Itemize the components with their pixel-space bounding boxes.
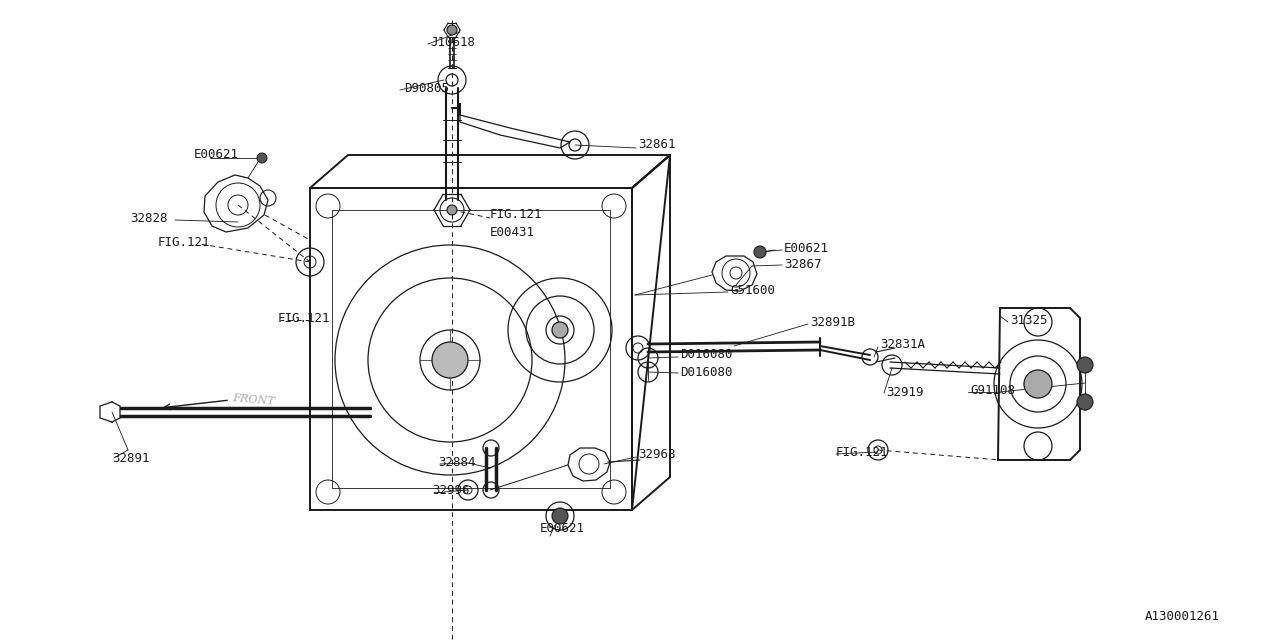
Text: 32831A: 32831A [881, 339, 925, 351]
Text: A130001261: A130001261 [1146, 609, 1220, 623]
Text: 31325: 31325 [1010, 314, 1047, 326]
Text: 32968: 32968 [637, 449, 676, 461]
Polygon shape [204, 175, 268, 232]
Text: E00621: E00621 [195, 148, 239, 161]
Text: D016080: D016080 [680, 349, 732, 362]
Polygon shape [568, 448, 611, 481]
Text: G51600: G51600 [730, 284, 774, 296]
Circle shape [257, 153, 268, 163]
Text: FRONT: FRONT [232, 393, 275, 407]
Circle shape [1076, 357, 1093, 373]
Circle shape [1076, 394, 1093, 410]
Circle shape [754, 246, 765, 258]
Text: FIG.121: FIG.121 [278, 312, 330, 324]
Text: D90805: D90805 [404, 81, 449, 95]
Circle shape [447, 205, 457, 215]
Text: E00621: E00621 [783, 241, 829, 255]
Polygon shape [712, 256, 756, 291]
Text: 32828: 32828 [131, 211, 168, 225]
Text: 32996: 32996 [433, 483, 470, 497]
Polygon shape [100, 402, 120, 422]
Circle shape [433, 342, 468, 378]
Text: 32891: 32891 [113, 451, 150, 465]
Text: FIG.121: FIG.121 [836, 445, 888, 458]
Text: 32861: 32861 [637, 138, 676, 152]
Text: 32884: 32884 [438, 456, 475, 468]
Text: 32919: 32919 [886, 385, 923, 399]
Circle shape [1024, 370, 1052, 398]
Text: E00431: E00431 [490, 225, 535, 239]
Text: FIG.121: FIG.121 [490, 209, 543, 221]
Text: 32867: 32867 [783, 257, 822, 271]
Text: 32891B: 32891B [810, 316, 855, 328]
Circle shape [447, 25, 457, 35]
Polygon shape [460, 103, 570, 148]
Text: FIG.121: FIG.121 [157, 236, 210, 248]
Text: E00621: E00621 [540, 522, 585, 534]
Text: J10618: J10618 [430, 35, 475, 49]
Polygon shape [998, 308, 1080, 460]
Text: G91108: G91108 [970, 383, 1015, 397]
Text: D016080: D016080 [680, 365, 732, 378]
Circle shape [552, 508, 568, 524]
Circle shape [552, 322, 568, 338]
